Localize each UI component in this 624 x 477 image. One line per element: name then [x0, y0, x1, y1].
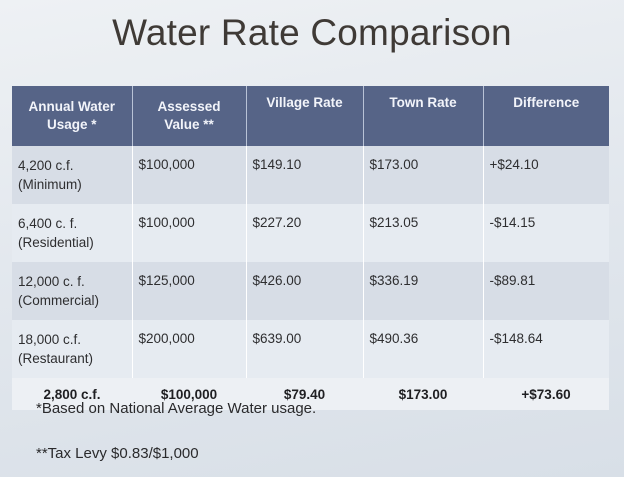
cell-difference: -$148.64 — [483, 320, 609, 378]
usage-quantity: 4,200 c.f. — [18, 158, 74, 173]
cell-assessed-value: $100,000 — [132, 204, 247, 262]
cell-assessed-value: $200,000 — [132, 320, 247, 378]
cell-village-rate: $227.20 — [246, 204, 364, 262]
cell-village-rate: $639.00 — [246, 320, 364, 378]
header-village-rate: Village Rate — [246, 86, 364, 146]
footnote-usage-basis: *Based on National Average Water usage. — [36, 400, 317, 417]
usage-type: (Minimum) — [18, 177, 82, 192]
table-row: 18,000 c.f. (Restaurant) $200,000 $639.0… — [12, 320, 609, 378]
usage-quantity: 6,400 c. f. — [18, 216, 78, 231]
cell-difference: +$24.10 — [483, 146, 609, 204]
table-row: 4,200 c.f. (Minimum) $100,000 $149.10 $1… — [12, 146, 609, 204]
rate-table-container: Annual Water Usage * Assessed Value ** V… — [12, 86, 609, 410]
cell-difference: -$89.81 — [483, 262, 609, 320]
header-assessed-value: Assessed Value ** — [132, 86, 247, 146]
header-difference: Difference — [483, 86, 609, 146]
slide-title: Water Rate Comparison — [112, 12, 512, 53]
footnote-tax-levy: **Tax Levy $0.83/$1,000 — [36, 445, 199, 462]
usage-type: (Restaurant) — [18, 351, 94, 366]
table-row: 12,000 c. f. (Commercial) $125,000 $426.… — [12, 262, 609, 320]
table-header-row: Annual Water Usage * Assessed Value ** V… — [12, 86, 609, 146]
usage-type: (Commercial) — [18, 293, 99, 308]
cell-village-rate: $149.10 — [246, 146, 364, 204]
header-annual-water-usage: Annual Water Usage * — [12, 86, 133, 146]
header-line: Value ** — [164, 117, 214, 132]
cell-assessed-value: $100,000 — [132, 378, 246, 410]
table-summary-row: 2,800 c.f. $100,000 $79.40 $173.00 +$73.… — [12, 378, 609, 410]
cell-assessed-value: $125,000 — [132, 262, 247, 320]
header-town-rate: Town Rate — [363, 86, 484, 146]
usage-type: (Residential) — [18, 235, 94, 250]
usage-quantity: 18,000 c.f. — [18, 332, 82, 347]
table-row: 6,400 c. f. (Residential) $100,000 $227.… — [12, 204, 609, 262]
cell-town-rate: $490.36 — [363, 320, 484, 378]
usage-quantity: 12,000 c. f. — [18, 274, 85, 289]
cell-village-rate: $79.40 — [246, 378, 363, 410]
header-line: Annual Water — [28, 99, 115, 114]
cell-town-rate: $173.00 — [363, 378, 483, 410]
cell-difference: -$14.15 — [483, 204, 609, 262]
header-line: Usage * — [46, 117, 97, 132]
cell-village-rate: $426.00 — [246, 262, 364, 320]
cell-usage: 4,200 c.f. (Minimum) — [12, 146, 133, 204]
cell-usage: 2,800 c.f. — [12, 378, 132, 410]
cell-assessed-value: $100,000 — [132, 146, 247, 204]
cell-town-rate: $213.05 — [363, 204, 484, 262]
cell-usage: 6,400 c. f. (Residential) — [12, 204, 133, 262]
header-line: Assessed — [157, 99, 221, 114]
cell-town-rate: $173.00 — [363, 146, 484, 204]
rate-comparison-table: Annual Water Usage * Assessed Value ** V… — [12, 86, 609, 410]
cell-usage: 12,000 c. f. (Commercial) — [12, 262, 133, 320]
cell-usage: 18,000 c.f. (Restaurant) — [12, 320, 133, 378]
cell-town-rate: $336.19 — [363, 262, 484, 320]
cell-difference: +$73.60 — [483, 378, 609, 410]
